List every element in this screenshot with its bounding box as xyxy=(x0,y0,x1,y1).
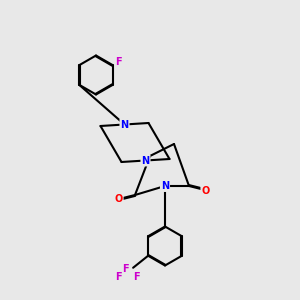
Text: F: F xyxy=(115,272,122,282)
Text: F: F xyxy=(116,57,122,67)
Text: F: F xyxy=(133,272,140,282)
Text: O: O xyxy=(201,185,210,196)
Text: O: O xyxy=(114,194,123,205)
Text: N: N xyxy=(120,119,129,130)
Text: N: N xyxy=(141,155,150,166)
Text: N: N xyxy=(161,181,169,191)
Text: F: F xyxy=(122,264,129,274)
